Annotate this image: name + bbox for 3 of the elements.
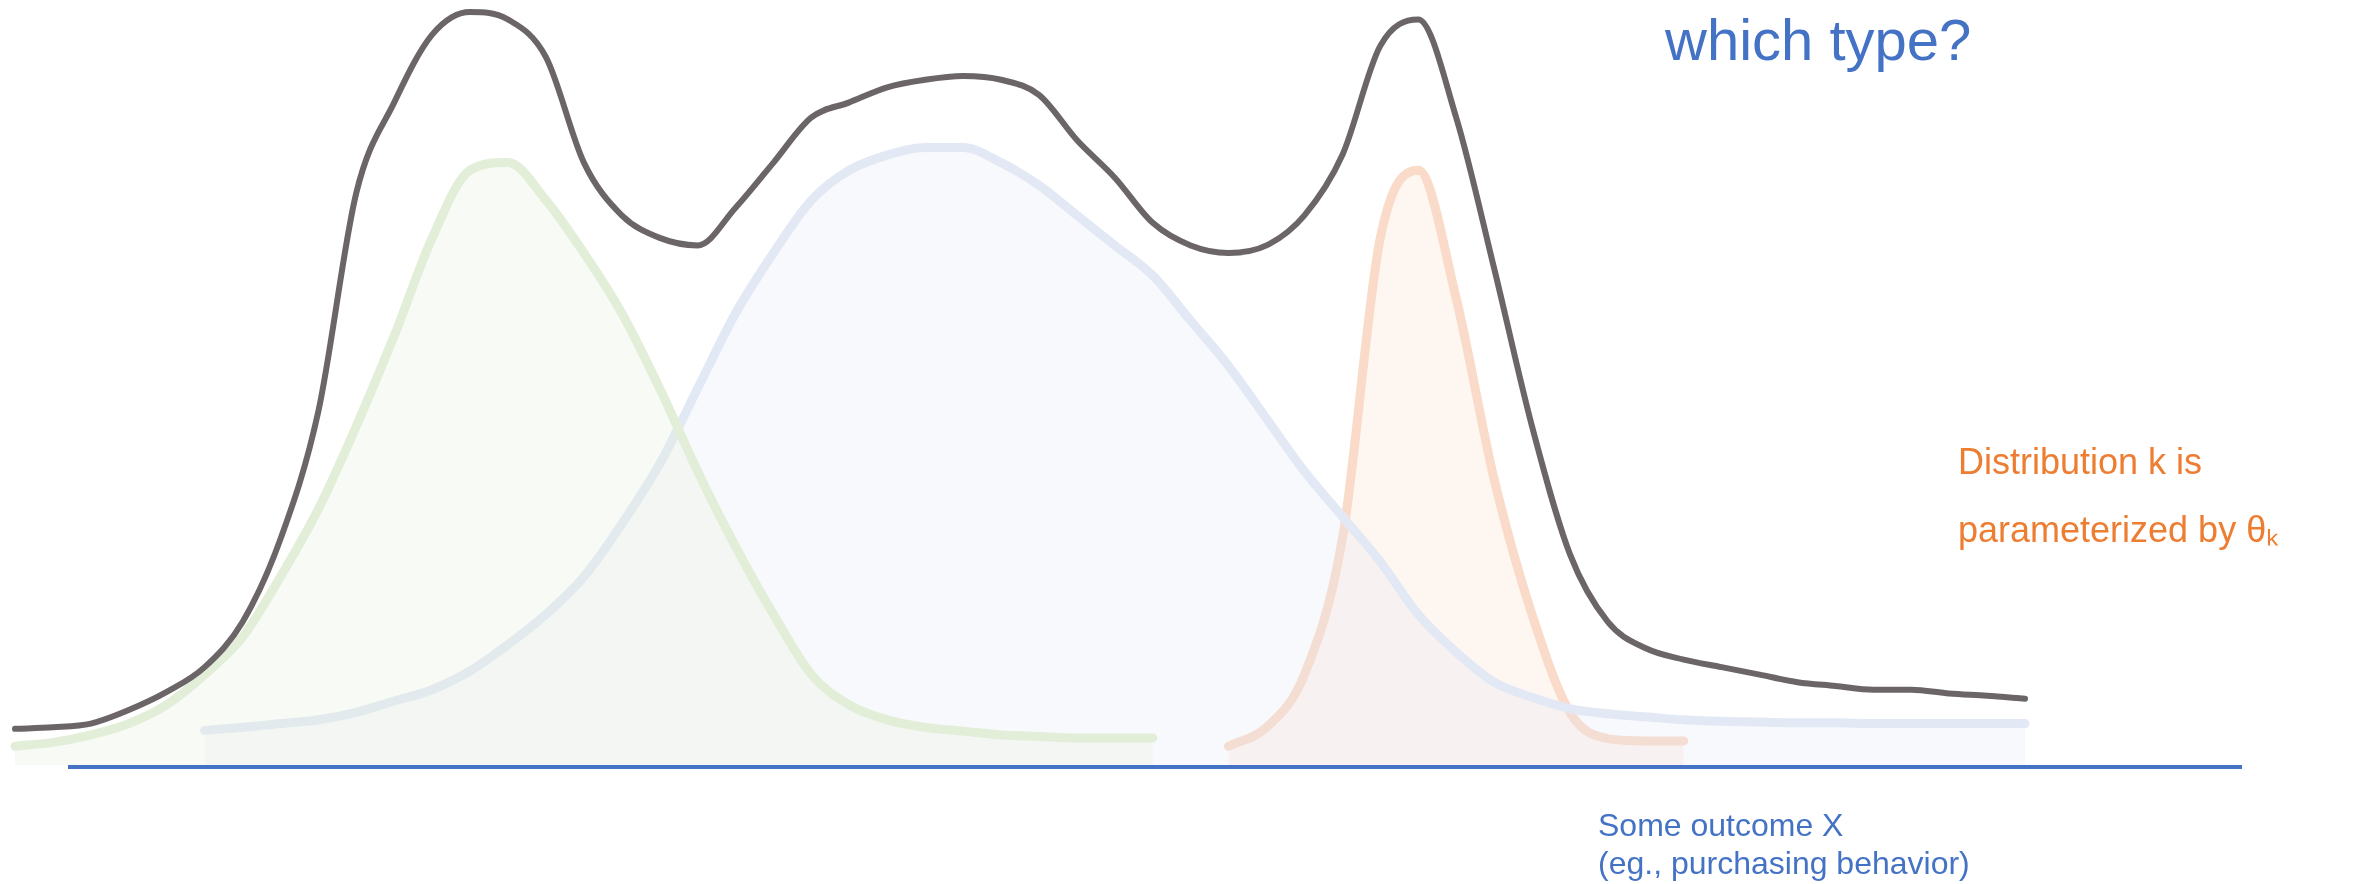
chart-title: which type?: [1665, 6, 1972, 73]
x-axis-title: Some outcome X (eg., purchasing behavior): [1598, 806, 1970, 882]
annotation: Distribution k is parameterized by θₖ: [1958, 440, 2279, 552]
